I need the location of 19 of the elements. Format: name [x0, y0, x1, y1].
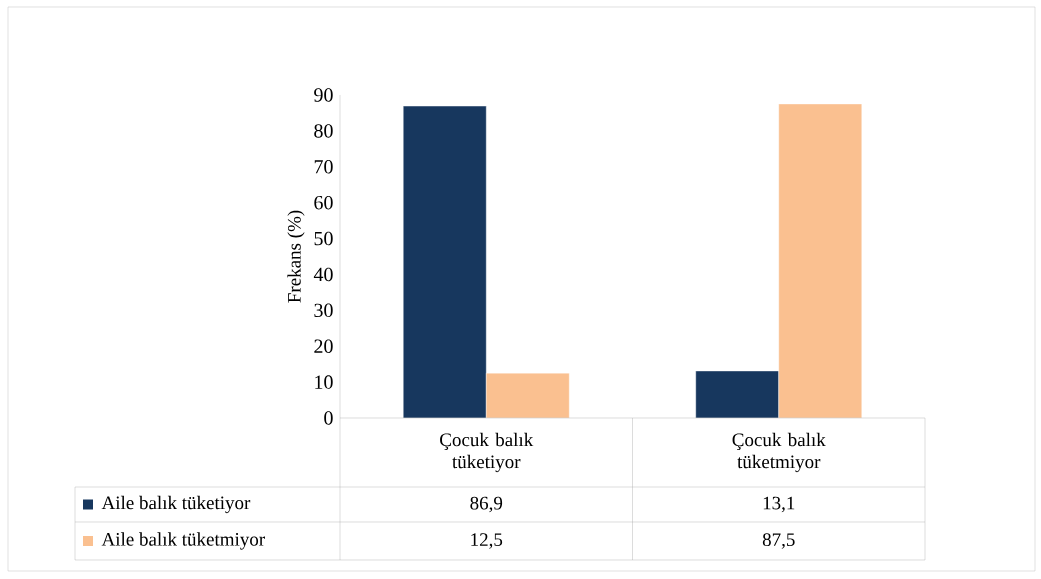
y-tick-label: 90	[314, 88, 333, 102]
y-tick-label: 80	[314, 124, 333, 138]
y-tick-label: 40	[313, 267, 333, 282]
y-tick-label: 70	[314, 160, 333, 174]
data-label: 12,5	[471, 533, 503, 549]
data-label: 86,9	[470, 496, 503, 513]
y-tick-label: 0	[324, 411, 333, 425]
x-tick-label: Çocuk balık tüketmiyor	[732, 432, 826, 473]
y-tick-label: 10	[315, 375, 333, 389]
legend-label: Aile balık tüketiyor	[101, 495, 251, 514]
y-tick-label: 30	[314, 303, 333, 318]
legend-label: Aile balık tüketmiyor	[101, 532, 265, 550]
y-axis-title: Frekans (%)	[287, 210, 305, 303]
data-label: 87,5	[762, 533, 795, 549]
y-tick-label: 50	[314, 231, 333, 246]
y-tick-label: 20	[314, 339, 333, 353]
y-tick-label: 60	[314, 195, 333, 210]
data-label: 13,1	[763, 496, 795, 513]
x-tick-label: Çocuk balık tüketiyor	[440, 432, 534, 473]
